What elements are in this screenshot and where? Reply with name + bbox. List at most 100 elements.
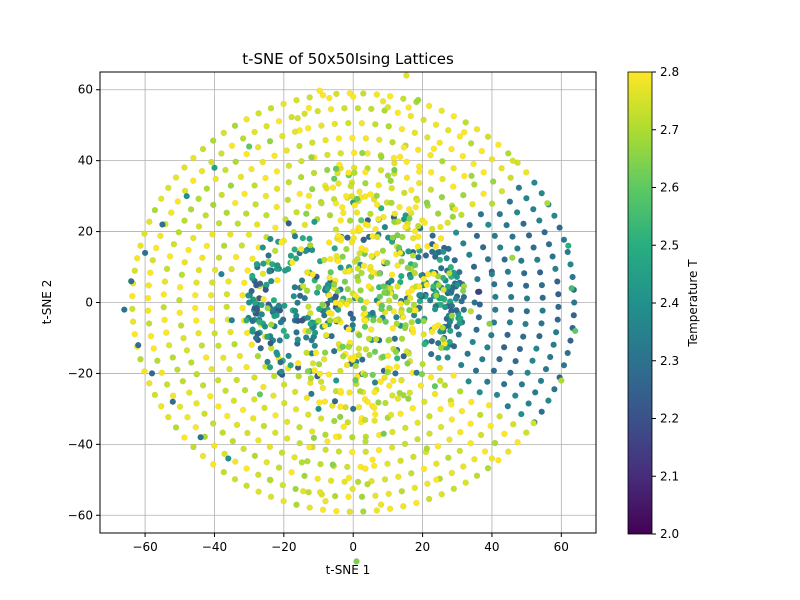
scatter-point [373, 507, 380, 514]
scatter-point [542, 365, 550, 373]
scatter-point [345, 343, 352, 351]
scatter-point [291, 246, 298, 253]
scatter-point [135, 341, 142, 349]
scatter-point [181, 217, 188, 224]
scatter-point [358, 120, 365, 127]
scatter-point [374, 233, 381, 241]
scatter-point [271, 372, 278, 380]
scatter-point [322, 431, 329, 438]
scatter-point [199, 382, 207, 389]
scatter-point [341, 278, 349, 285]
scatter-point [369, 456, 376, 463]
scatter-point [197, 434, 204, 441]
scatter-point [301, 294, 308, 302]
scatter-point [555, 291, 562, 298]
scatter-point [514, 245, 521, 252]
scatter-point [212, 175, 219, 183]
colorbar-tick-label: 2.4 [660, 296, 679, 310]
scatter-point [243, 482, 250, 489]
scatter-point [416, 283, 423, 290]
scatter-point [169, 354, 176, 361]
scatter-point [434, 443, 442, 450]
scatter-point [329, 184, 337, 191]
scatter-point [345, 169, 352, 176]
scatter-point [211, 164, 218, 171]
scatter-point [308, 154, 315, 161]
scatter-point [354, 255, 361, 263]
colorbar-tick-label: 2.1 [660, 469, 679, 483]
scatter-point [555, 303, 562, 311]
scatter-point [199, 254, 206, 261]
scatter-point [303, 349, 310, 356]
scatter-point [446, 436, 453, 443]
scatter-point [254, 352, 262, 360]
scatter-point [392, 348, 400, 356]
scatter-point [316, 305, 323, 313]
scatter-point [174, 198, 181, 205]
scatter-point [405, 104, 412, 111]
scatter-point [339, 204, 346, 211]
scatter-point [292, 255, 300, 262]
scatter-point [572, 327, 579, 335]
scatter-point [254, 144, 262, 151]
scatter-point [411, 261, 419, 269]
scatter-point [532, 389, 539, 396]
scatter-point [391, 166, 398, 174]
scatter-point [368, 105, 375, 113]
scatter-point [256, 391, 264, 398]
scatter-point [364, 398, 371, 406]
scatter-point [292, 485, 299, 493]
scatter-point [384, 460, 391, 467]
scatter-point [160, 304, 167, 311]
scatter-point [319, 301, 326, 308]
scatter-point [278, 239, 285, 246]
scatter-point [420, 275, 427, 283]
scatter-point [248, 165, 255, 173]
scatter-point [403, 348, 410, 355]
scatter-point [407, 294, 414, 302]
scatter-point [447, 327, 454, 335]
y-tick-label: 20 [78, 225, 93, 239]
scatter-point [410, 301, 418, 309]
scatter-point [303, 394, 311, 402]
scatter-point [459, 287, 467, 295]
scatter-point [195, 330, 202, 337]
scatter-point [436, 139, 443, 146]
scatter-point [304, 458, 311, 465]
scatter-point [232, 253, 240, 261]
scatter-point [192, 304, 199, 312]
scatter-point [360, 90, 367, 97]
scatter-point [423, 281, 430, 288]
scatter-point [260, 296, 267, 303]
scatter-point [259, 158, 266, 166]
scatter-point [202, 212, 209, 219]
scatter-point [316, 399, 323, 406]
scatter-point [356, 188, 363, 195]
scatter-point [229, 437, 236, 445]
scatter-point [405, 395, 412, 402]
scatter-point [295, 360, 302, 367]
scatter-point [440, 286, 447, 293]
scatter-point [382, 318, 389, 325]
scatter-point [554, 316, 561, 323]
scatter-point [315, 284, 322, 291]
scatter-point [150, 345, 157, 352]
scatter-point [381, 289, 388, 296]
scatter-point [509, 254, 516, 261]
scatter-point [339, 253, 346, 260]
scatter-point [277, 359, 284, 366]
scatter-point [438, 294, 445, 302]
scatter-point [389, 392, 396, 399]
scatter-point [153, 244, 160, 252]
scatter-point [509, 233, 516, 240]
scatter-point [273, 349, 280, 356]
scatter-point [199, 452, 207, 460]
scatter-point [435, 354, 442, 362]
scatter-point [395, 244, 403, 251]
scatter-point [304, 269, 311, 276]
scatter-point [401, 189, 408, 197]
scatter-point [296, 440, 303, 447]
scatter-point [339, 343, 346, 350]
scatter-point [539, 307, 546, 314]
scatter-point [176, 309, 183, 316]
